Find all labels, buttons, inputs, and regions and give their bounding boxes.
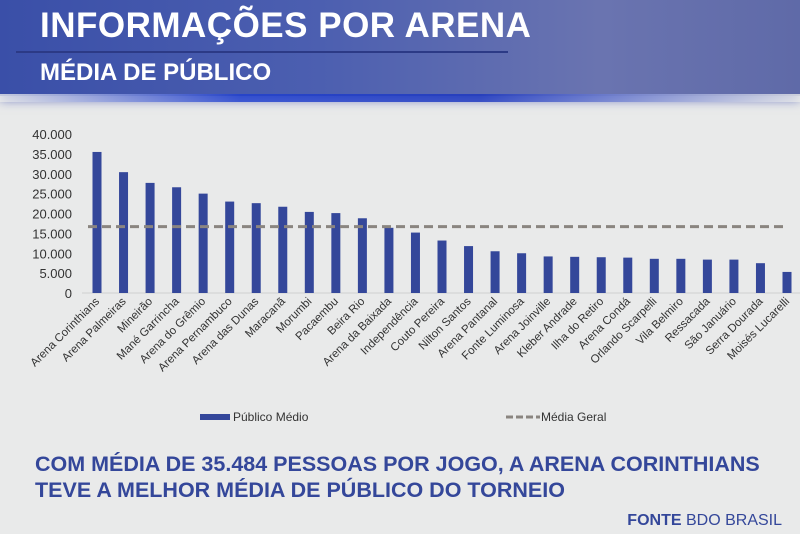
bar xyxy=(702,259,712,293)
bar xyxy=(410,232,420,293)
bar xyxy=(278,206,288,293)
bar xyxy=(384,227,394,293)
bar xyxy=(755,263,765,293)
bar xyxy=(782,271,792,293)
y-tick-label: 40.000 xyxy=(32,127,72,142)
legend-label-media-geral: Média Geral xyxy=(541,410,606,424)
y-tick-label: 15.000 xyxy=(32,226,72,241)
source-credit: FONTE BDO BRASIL xyxy=(627,512,782,530)
y-tick-label: 5.000 xyxy=(39,266,72,281)
bar xyxy=(437,240,447,293)
caption-line-1: COM MÉDIA DE 35.484 PESSOAS POR JOGO, A … xyxy=(35,452,760,476)
bar xyxy=(357,218,367,293)
y-tick-label: 30.000 xyxy=(32,167,72,182)
legend: Público Médio Média Geral xyxy=(200,410,606,424)
bar xyxy=(198,193,208,293)
header-banner: INFORMAÇÕES POR ARENA MÉDIA DE PÚBLICO xyxy=(0,0,800,102)
bar xyxy=(464,246,474,293)
bar xyxy=(543,256,553,293)
caption: COM MÉDIA DE 35.484 PESSOAS POR JOGO, A … xyxy=(35,451,760,503)
bar xyxy=(490,251,500,293)
bar xyxy=(304,211,314,293)
bar xyxy=(729,259,739,293)
caption-line-2: TEVE A MELHOR MÉDIA DE PÚBLICO DO TORNEI… xyxy=(35,478,565,502)
bar xyxy=(251,203,261,293)
bar xyxy=(649,258,659,293)
y-tick-label: 35.000 xyxy=(32,147,72,162)
legend-swatch-publico-medio xyxy=(200,414,230,420)
bar xyxy=(517,253,527,293)
bar xyxy=(119,172,129,293)
page-title: INFORMAÇÕES POR ARENA xyxy=(40,6,532,45)
y-tick-label: 25.000 xyxy=(32,187,72,202)
bar xyxy=(570,256,580,293)
page-subtitle: MÉDIA DE PÚBLICO xyxy=(40,59,272,86)
bar xyxy=(676,258,686,293)
y-tick-label: 0 xyxy=(65,286,72,301)
source-label: FONTE xyxy=(627,512,682,529)
y-tick-label: 20.000 xyxy=(32,207,72,222)
source-name: BDO BRASIL xyxy=(685,512,782,529)
header-divider xyxy=(16,51,508,53)
bar xyxy=(145,182,155,293)
y-tick-label: 10.000 xyxy=(32,246,72,261)
bar xyxy=(172,187,182,293)
bar-chart: 0 5.000 10.000 15.000 20.000 25.000 30.000 35.0… xyxy=(29,127,800,424)
bar xyxy=(92,151,102,293)
bar xyxy=(225,201,235,293)
legend-label-publico-medio: Público Médio xyxy=(233,410,309,424)
bar xyxy=(623,257,633,293)
bar xyxy=(596,257,606,293)
bar xyxy=(331,213,341,293)
